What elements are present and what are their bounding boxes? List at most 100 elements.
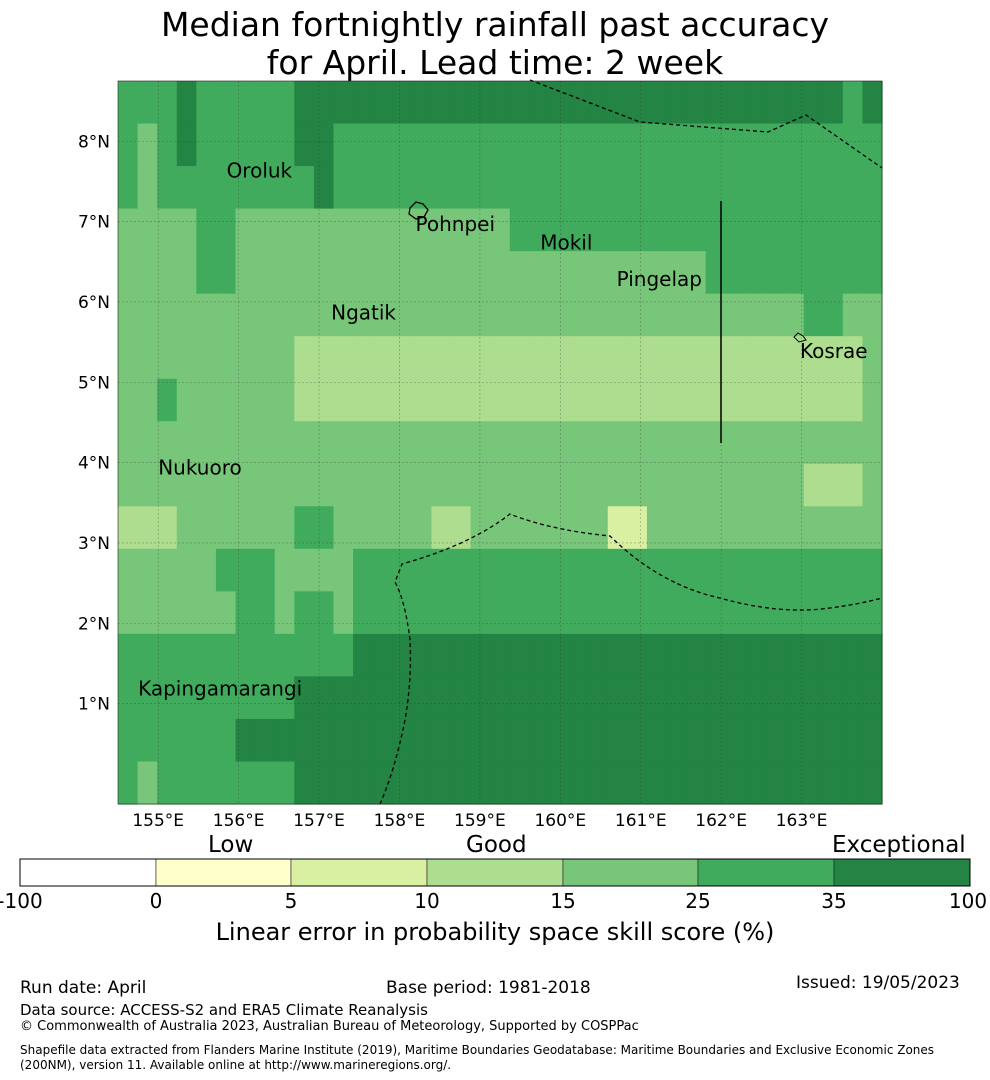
skill-cell xyxy=(137,761,158,805)
skill-cell xyxy=(842,251,864,295)
skill-cell xyxy=(529,293,550,337)
skill-cell xyxy=(509,208,530,252)
skill-cell xyxy=(313,548,335,592)
skill-cell xyxy=(686,293,707,337)
skill-cell xyxy=(803,506,824,550)
skill-cell xyxy=(431,548,452,592)
skill-cell xyxy=(842,718,864,763)
skill-cell xyxy=(313,633,335,678)
skill-cell xyxy=(607,81,628,125)
skill-cell xyxy=(137,251,158,295)
skill-cell xyxy=(568,676,589,720)
skill-cell xyxy=(255,718,276,763)
skill-cell xyxy=(451,378,472,422)
skill-cell xyxy=(431,633,452,678)
skill-cell xyxy=(157,378,178,422)
skill-cell xyxy=(372,506,393,550)
skill-cell xyxy=(294,591,315,635)
skill-cell xyxy=(490,293,511,337)
skill-cell xyxy=(313,208,335,252)
skill-cell xyxy=(764,208,785,252)
skill-cell xyxy=(196,378,217,422)
skill-cell xyxy=(392,761,413,805)
skill-cell xyxy=(235,718,256,763)
skill-cell xyxy=(548,591,570,635)
skill-cell xyxy=(255,251,276,295)
skill-cell xyxy=(274,293,295,337)
island-label-nukuoro: Nukuoro xyxy=(158,456,242,480)
skill-cell xyxy=(392,633,413,678)
skill-cell xyxy=(823,761,844,805)
skill-cell xyxy=(764,761,785,805)
longitude-tick-label: 158°E xyxy=(374,811,426,831)
skill-cell xyxy=(862,81,883,125)
skill-cell xyxy=(235,251,256,295)
skill-cell xyxy=(607,506,628,550)
skill-cell xyxy=(568,166,589,210)
skill-cell xyxy=(548,81,570,125)
skill-cell xyxy=(784,208,805,252)
skill-cell xyxy=(666,378,687,422)
skill-cell xyxy=(509,378,530,422)
map-title-line2: for April. Lead time: 2 week xyxy=(266,43,724,82)
skill-cell xyxy=(784,251,805,295)
level-good-label: Good xyxy=(466,832,527,858)
skill-cell xyxy=(137,123,158,167)
skill-cell xyxy=(725,633,746,678)
skill-cell xyxy=(431,166,452,210)
colorbar-segment xyxy=(426,858,564,887)
skill-cell xyxy=(607,293,628,337)
skill-cell xyxy=(784,166,805,210)
skill-cell xyxy=(705,718,726,763)
skill-cell xyxy=(490,633,511,678)
skill-cell xyxy=(196,676,217,720)
island-label-oroluk: Oroluk xyxy=(227,158,293,182)
skill-cell xyxy=(784,676,805,720)
skill-cell xyxy=(294,463,315,507)
skill-cell xyxy=(666,463,687,507)
skill-cell xyxy=(392,336,413,380)
skill-cell xyxy=(588,676,609,720)
skill-cell xyxy=(548,293,570,337)
skill-cell xyxy=(157,336,178,380)
skill-cell xyxy=(509,761,530,805)
skill-cell xyxy=(274,378,295,422)
skill-cell xyxy=(157,251,178,295)
skill-cell xyxy=(823,421,844,465)
skill-cell xyxy=(313,506,335,550)
skill-cell xyxy=(490,718,511,763)
skill-cell xyxy=(725,123,746,167)
longitude-tick-label: 160°E xyxy=(534,811,586,831)
skill-cell xyxy=(196,166,217,210)
skill-cell xyxy=(451,208,472,252)
skill-cell xyxy=(529,421,550,465)
skill-cell xyxy=(784,463,805,507)
skill-cell xyxy=(157,633,178,678)
skill-cell xyxy=(333,633,354,678)
skill-cell xyxy=(588,718,609,763)
skill-cell xyxy=(333,81,354,125)
skill-cell xyxy=(744,166,766,210)
skill-cell xyxy=(255,293,276,337)
skill-cell xyxy=(529,378,550,422)
colorbar-segment xyxy=(19,858,157,887)
skill-cell xyxy=(431,81,452,125)
skill-cell xyxy=(823,293,844,337)
skill-cell xyxy=(333,591,354,635)
skill-cell xyxy=(235,123,256,167)
skill-cell xyxy=(509,166,530,210)
skill-cell xyxy=(215,761,237,805)
skill-cell xyxy=(392,123,413,167)
skill-cell xyxy=(176,421,197,465)
skill-cell xyxy=(490,506,511,550)
skill-cell xyxy=(764,463,785,507)
colorbar-segment xyxy=(833,858,971,887)
skill-cell xyxy=(509,293,530,337)
skill-cell xyxy=(705,336,726,380)
skill-cell xyxy=(764,293,785,337)
skill-cell xyxy=(196,293,217,337)
skill-cell xyxy=(470,421,491,465)
skill-cell xyxy=(372,251,393,295)
skill-cell xyxy=(705,591,726,635)
skill-cell xyxy=(862,208,883,252)
